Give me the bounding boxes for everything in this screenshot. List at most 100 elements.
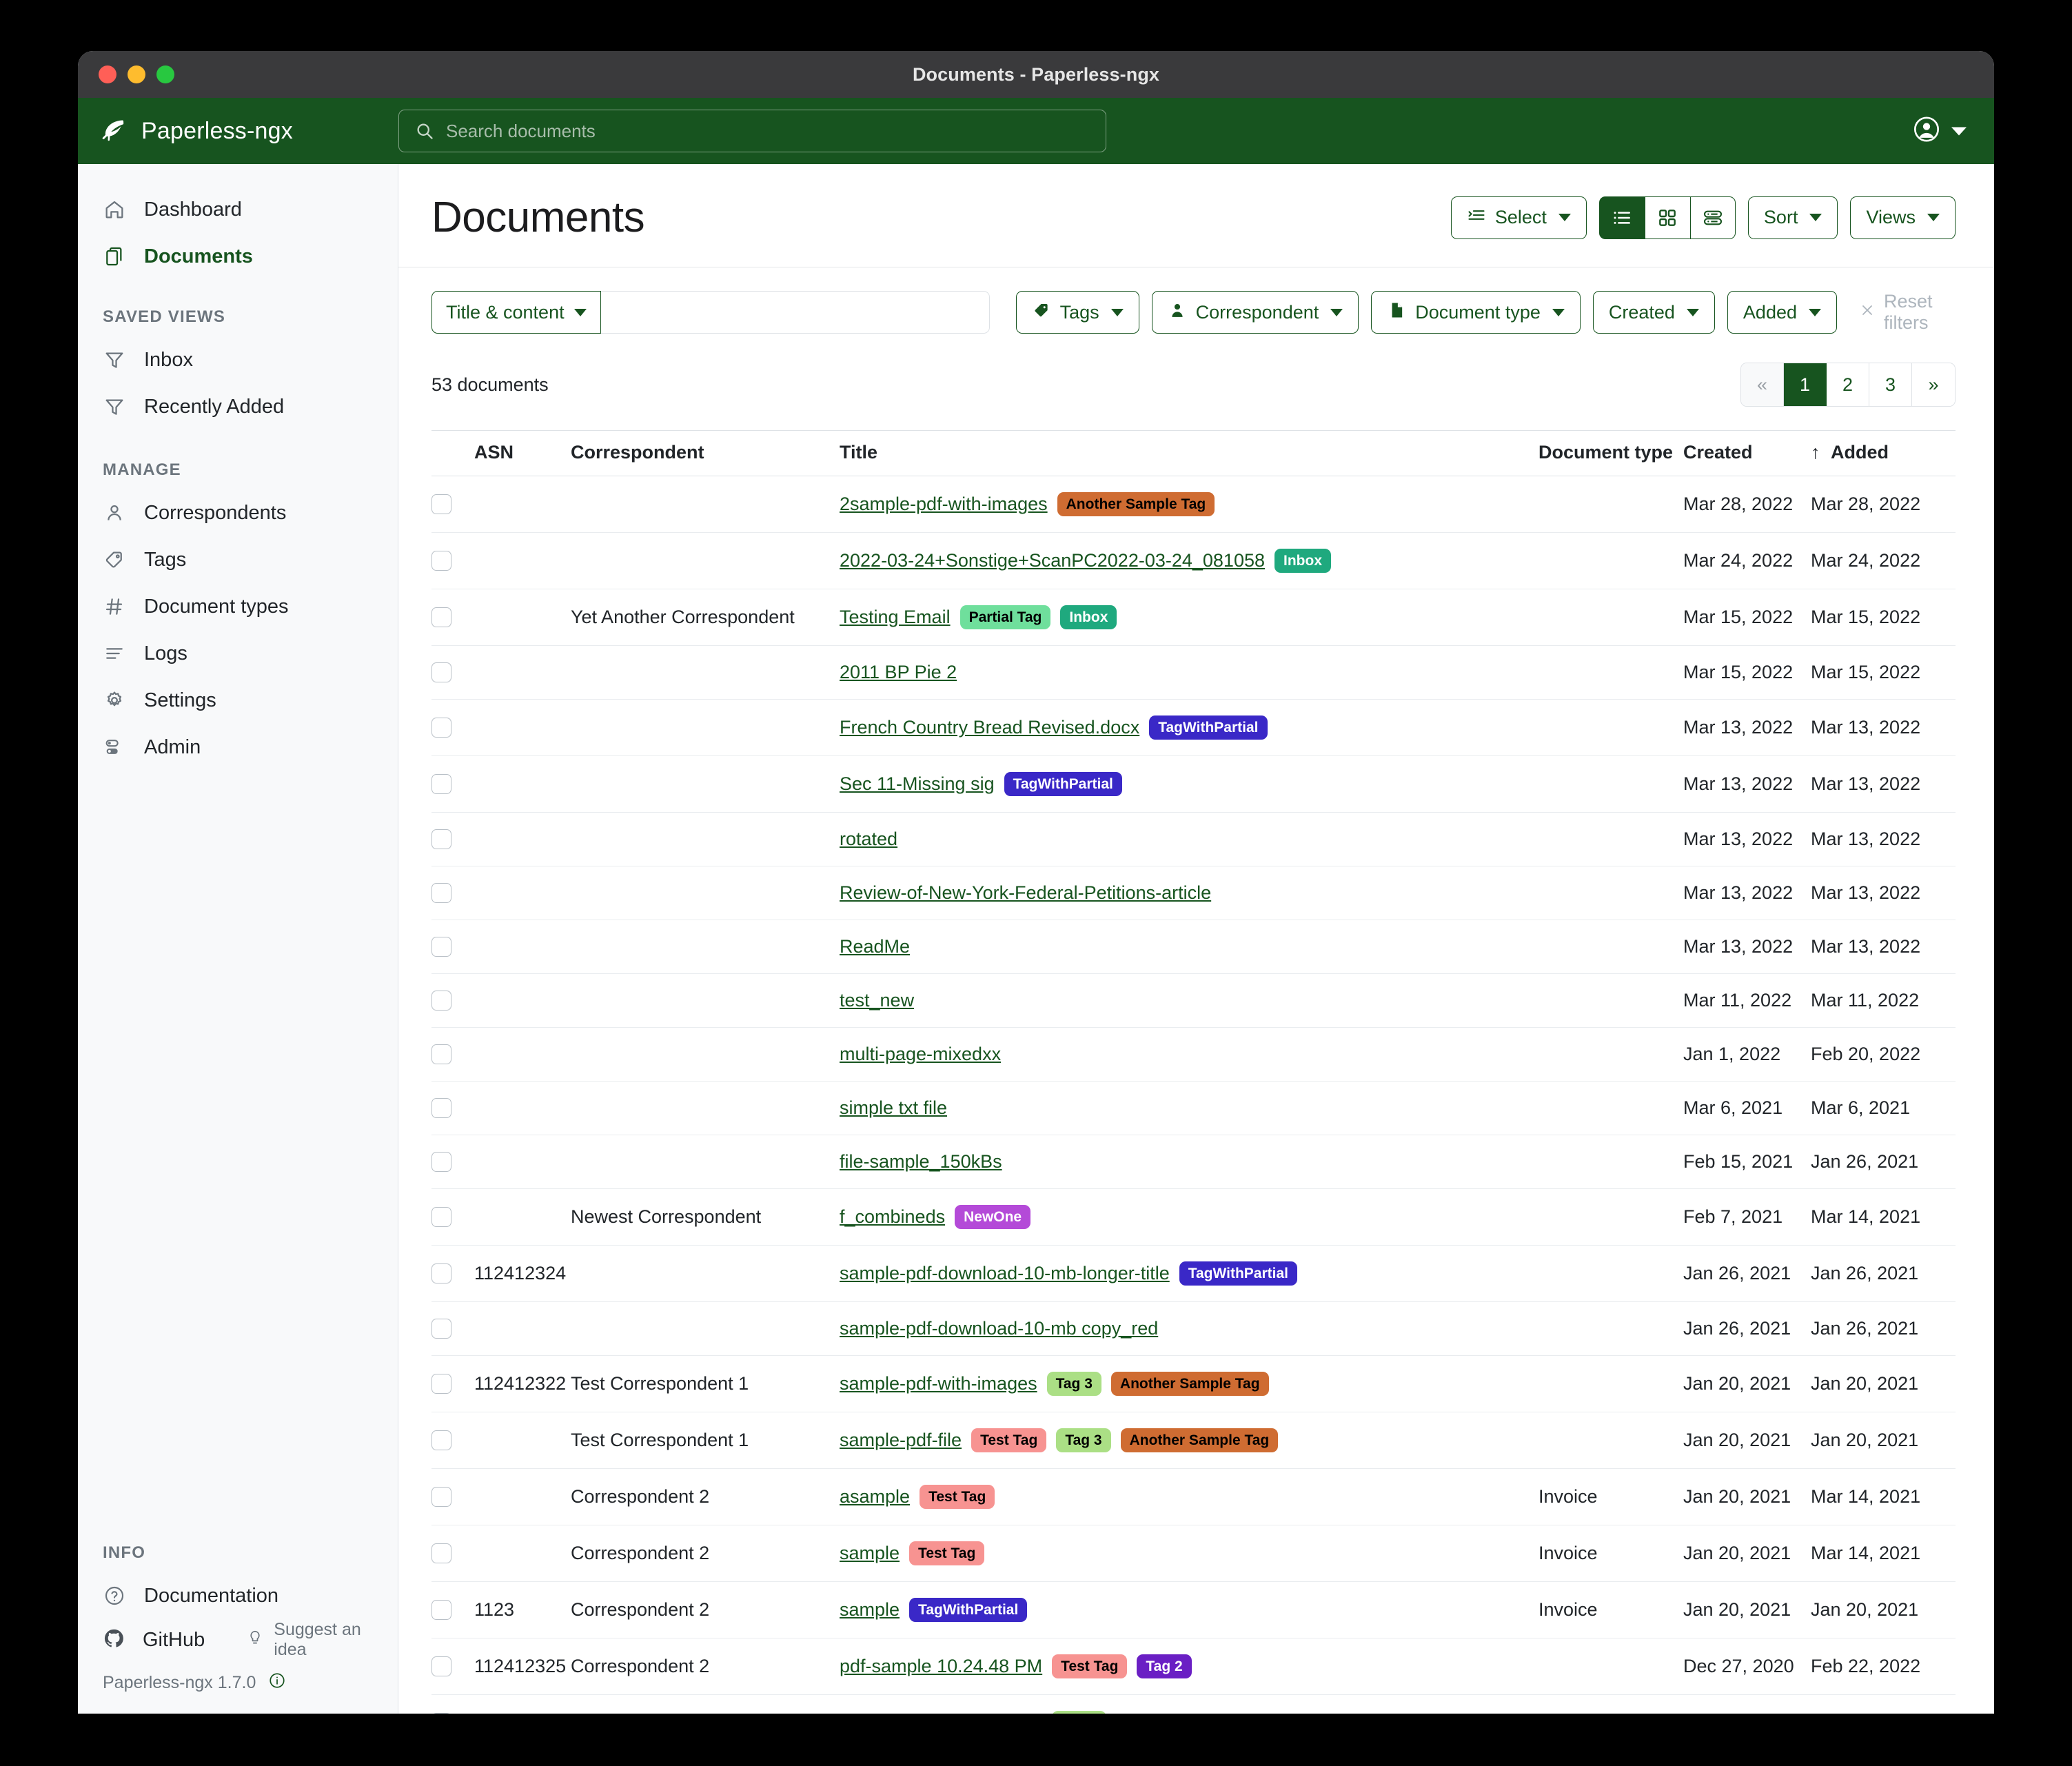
document-tag[interactable]: TagWithPartial xyxy=(1149,715,1268,740)
document-tag[interactable]: Test Tag xyxy=(971,1428,1047,1452)
row-checkbox[interactable] xyxy=(431,829,451,849)
document-title-link[interactable]: sample-pdf-download-10-mb copy_red xyxy=(840,1318,1159,1339)
table-row[interactable]: Correspondent 2 sample Test Tag Invoice Jan … xyxy=(431,1525,1956,1582)
document-type-filter-button[interactable]: Document type xyxy=(1371,291,1581,334)
row-checkbox[interactable] xyxy=(431,1600,451,1620)
document-title-link[interactable]: Sec 11-Missing sig xyxy=(840,773,995,794)
row-checkbox[interactable] xyxy=(431,1098,451,1118)
table-row[interactable]: Correspondent 2 asample Test Tag Invoice Jan… xyxy=(431,1468,1956,1525)
document-tag[interactable]: TagWithPartial xyxy=(1004,772,1122,796)
document-tag[interactable]: Another Sample Tag xyxy=(1057,492,1215,516)
sidebar-item-settings[interactable]: Settings xyxy=(78,677,398,724)
row-checkbox[interactable] xyxy=(431,937,451,957)
sidebar-item-documentation[interactable]: Documentation xyxy=(78,1572,398,1619)
document-title-link[interactable]: Review-of-New-York-Federal-Petitions-art… xyxy=(840,882,1212,903)
document-title-link[interactable]: sample xyxy=(840,1599,900,1620)
pagination-next[interactable]: » xyxy=(1912,363,1955,406)
document-tag[interactable]: Inbox xyxy=(1060,605,1117,629)
document-tag[interactable]: Tag 3 xyxy=(1056,1428,1111,1452)
table-row[interactable]: file-sample_150kBs Feb 15, 2021 Jan 26, 20… xyxy=(431,1135,1956,1189)
document-tag[interactable]: Tag 2 xyxy=(1137,1654,1192,1678)
column-header-asn[interactable]: ASN xyxy=(474,430,571,476)
document-title-link[interactable]: pdf-sample 10.24.48 PM xyxy=(840,1712,1042,1714)
document-title-link[interactable]: asample xyxy=(840,1486,911,1507)
document-title-link[interactable]: sample xyxy=(840,1543,900,1563)
document-tag[interactable]: TagWithPartial xyxy=(909,1598,1028,1622)
sidebar-item-dashboard[interactable]: Dashboard xyxy=(78,186,398,233)
table-row[interactable]: Sec 11-Missing sig TagWithPartial Mar 13, … xyxy=(431,755,1956,813)
column-header-document-type[interactable]: Document type xyxy=(1538,430,1683,476)
document-tag[interactable]: NewOne xyxy=(955,1205,1031,1229)
account-menu-button[interactable] xyxy=(1913,116,1967,147)
document-tag[interactable]: Test Tag xyxy=(1052,1654,1128,1678)
select-dropdown-button[interactable]: Select xyxy=(1450,196,1587,239)
row-checkbox[interactable] xyxy=(431,1374,451,1394)
row-checkbox[interactable] xyxy=(431,1543,451,1563)
table-row[interactable]: 112412325 Correspondent 2 pdf-sample 10.24… xyxy=(431,1638,1956,1695)
document-title-link[interactable]: sample-pdf-with-images xyxy=(840,1373,1037,1394)
suggest-an-idea-link[interactable]: Suggest an idea xyxy=(246,1620,398,1660)
info-circle-icon[interactable] xyxy=(268,1672,286,1694)
sidebar-item-tags[interactable]: Tags xyxy=(78,536,398,583)
reset-filters-button[interactable]: Reset filters xyxy=(1859,291,1956,334)
document-title-link[interactable]: sample-pdf-file xyxy=(840,1430,962,1450)
table-row[interactable]: Test Correspondent 1 sample-pdf-file Test … xyxy=(431,1412,1956,1469)
row-checkbox[interactable] xyxy=(431,1263,451,1283)
document-title-link[interactable]: sample-pdf-download-10-mb-longer-title xyxy=(840,1263,1170,1283)
document-title-link[interactable]: rotated xyxy=(840,829,898,849)
table-row[interactable]: 2sample-pdf-with-images Another Sample Ta… xyxy=(431,476,1956,533)
row-checkbox[interactable] xyxy=(431,1319,451,1339)
table-row[interactable]: Newest Correspondent f_combineds NewOne Feb… xyxy=(431,1188,1956,1246)
table-row[interactable]: multi-page-mixedxx Jan 1, 2022 Feb 20, 202… xyxy=(431,1027,1956,1082)
sidebar-item-recently-added[interactable]: Recently Added xyxy=(78,383,398,430)
row-checkbox[interactable] xyxy=(431,1713,451,1714)
pagination-page-3[interactable]: 3 xyxy=(1869,363,1912,406)
table-row[interactable]: 112412322 Test Correspondent 1 sample-pdf-… xyxy=(431,1355,1956,1412)
document-title-link[interactable]: Testing Email xyxy=(840,607,951,627)
view-mode-list-button[interactable] xyxy=(1598,196,1645,239)
document-tag[interactable]: Tag 3 xyxy=(1046,1372,1101,1396)
document-title-link[interactable]: simple txt file xyxy=(840,1097,948,1118)
view-mode-grid-button[interactable] xyxy=(1644,196,1690,239)
minimize-window-button[interactable] xyxy=(128,65,145,83)
sidebar-item-logs[interactable]: Logs xyxy=(78,630,398,677)
row-checkbox[interactable] xyxy=(431,551,451,571)
row-checkbox[interactable] xyxy=(431,1656,451,1676)
row-checkbox[interactable] xyxy=(431,883,451,903)
column-header-correspondent[interactable]: Correspondent xyxy=(571,430,840,476)
pagination-page-2[interactable]: 2 xyxy=(1827,363,1869,406)
sort-dropdown-button[interactable]: Sort xyxy=(1747,196,1838,239)
document-tag[interactable]: Another Sample Tag xyxy=(1110,1372,1269,1396)
close-window-button[interactable] xyxy=(99,65,116,83)
window-controls[interactable] xyxy=(99,65,174,83)
row-checkbox[interactable] xyxy=(431,662,451,682)
document-tag[interactable]: Test Tag xyxy=(920,1485,995,1509)
row-checkbox[interactable] xyxy=(431,1152,451,1172)
document-title-link[interactable]: pdf-sample 10.24.48 PM xyxy=(840,1656,1043,1676)
document-tag[interactable]: Partial Tag xyxy=(959,605,1051,629)
document-title-link[interactable]: 2022-03-24+Sonstige+ScanPC2022-03-24_081… xyxy=(840,550,1265,571)
column-header-created[interactable]: Created xyxy=(1683,430,1811,476)
row-checkbox[interactable] xyxy=(431,1487,451,1507)
document-title-link[interactable]: 2sample-pdf-with-images xyxy=(840,494,1048,514)
document-title-link[interactable]: 2011 BP Pie 2 xyxy=(840,662,957,682)
document-title-link[interactable]: file-sample_150kBs xyxy=(840,1151,1002,1172)
correspondent-filter-button[interactable]: Correspondent xyxy=(1151,291,1359,334)
document-title-link[interactable]: ReadMe xyxy=(840,936,911,957)
document-tag[interactable]: Test Tag xyxy=(909,1541,985,1565)
table-row[interactable]: 112412324 sample-pdf-download-10-mb-longe… xyxy=(431,1245,1956,1302)
table-row[interactable]: 2022-03-24+Sonstige+ScanPC2022-03-24_081… xyxy=(431,532,1956,589)
brand[interactable]: Paperless-ngx xyxy=(78,118,398,145)
table-row[interactable]: 2011 BP Pie 2 Mar 15, 2022 Mar 15, 2022 xyxy=(431,645,1956,700)
tags-filter-button[interactable]: Tags xyxy=(1015,291,1139,334)
sidebar-item-admin[interactable]: Admin xyxy=(78,724,398,771)
row-checkbox[interactable] xyxy=(431,774,451,794)
document-title-link[interactable]: test_new xyxy=(840,990,915,1011)
row-checkbox[interactable] xyxy=(431,1044,451,1064)
row-checkbox[interactable] xyxy=(431,494,451,514)
table-row[interactable]: test_new Mar 11, 2022 Mar 11, 2022 xyxy=(431,973,1956,1028)
document-title-link[interactable]: f_combineds xyxy=(840,1206,946,1227)
table-row[interactable]: sample-pdf-download-10-mb copy_red Jan 26… xyxy=(431,1301,1956,1356)
sidebar-item-label-github[interactable]: GitHub xyxy=(143,1628,205,1651)
sidebar-item-document-types[interactable]: Document types xyxy=(78,583,398,630)
